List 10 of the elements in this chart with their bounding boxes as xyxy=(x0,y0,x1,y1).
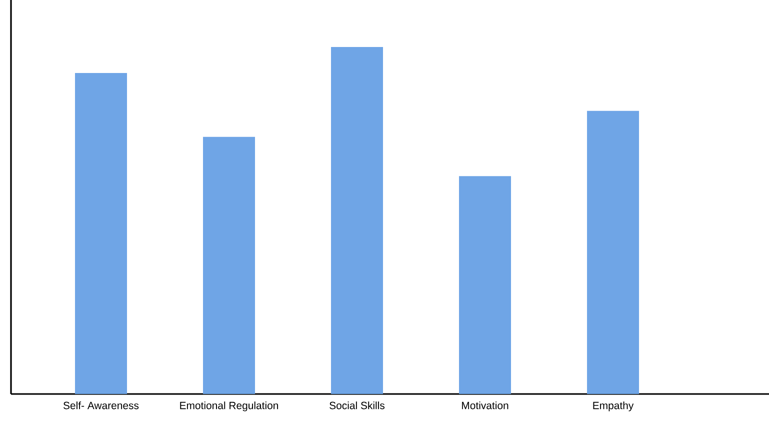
x-tick-label: Empathy xyxy=(593,402,634,412)
bar xyxy=(75,73,127,394)
x-tick-label: Emotional Regulation xyxy=(180,402,278,412)
x-tick-label: Social Skills xyxy=(330,402,385,410)
bar xyxy=(587,110,640,394)
x-tick-label: Motivation xyxy=(462,402,508,410)
bar xyxy=(331,46,384,394)
bar xyxy=(203,136,256,394)
bar xyxy=(459,176,512,394)
x-tick-label: Self- Awareness xyxy=(63,402,139,410)
